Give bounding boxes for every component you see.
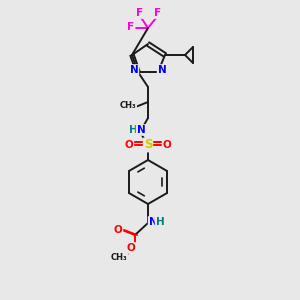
Text: O: O (163, 140, 171, 150)
Text: CH₃: CH₃ (120, 101, 136, 110)
Text: H: H (129, 125, 137, 135)
Text: O: O (124, 140, 134, 150)
Text: N: N (148, 217, 158, 227)
Text: N: N (158, 65, 166, 75)
Text: N: N (136, 125, 146, 135)
Text: H: H (156, 217, 164, 227)
Text: S: S (144, 139, 152, 152)
Text: F: F (128, 22, 135, 32)
Text: O: O (127, 243, 135, 253)
Text: F: F (136, 8, 144, 18)
Text: CH₃: CH₃ (111, 254, 127, 262)
Text: O: O (114, 225, 122, 235)
Text: N: N (130, 65, 138, 75)
Text: F: F (154, 8, 162, 18)
